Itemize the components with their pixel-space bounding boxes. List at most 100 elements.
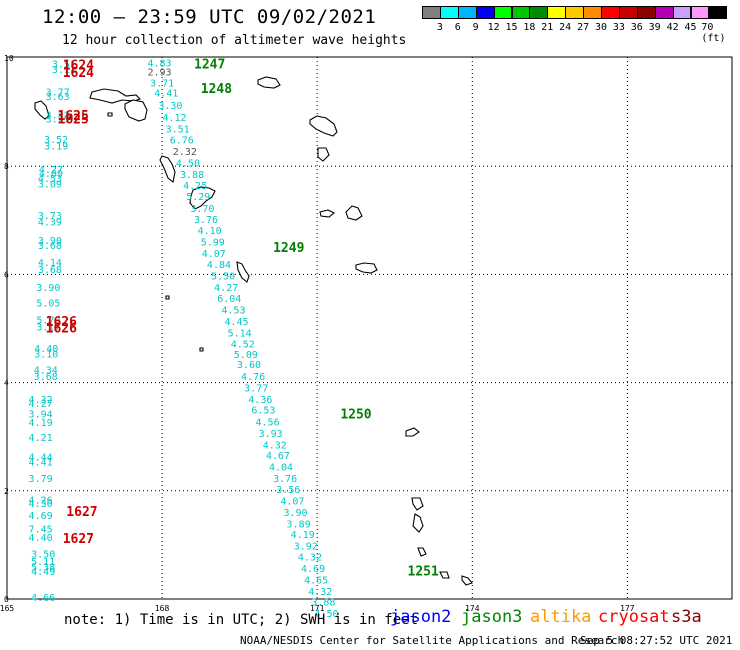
island-outline	[461, 575, 473, 586]
wave-height-value: 4.41	[154, 89, 178, 100]
pass-labels: 1624162416251625162616261627162712471248…	[46, 57, 439, 579]
island-outline	[199, 347, 204, 352]
island-outline	[159, 155, 176, 183]
island-outline	[417, 547, 427, 557]
wave-height-values: 3.513.113.773.633.323.253.523.194.274.09…	[29, 58, 339, 620]
x-tick-label: 168	[155, 604, 170, 613]
wave-height-value: 4.56	[256, 418, 280, 429]
legend-label: 33	[612, 22, 625, 33]
island-outline	[107, 112, 113, 117]
wave-height-value: 4.09	[39, 169, 63, 180]
wave-height-value: 4.39	[38, 217, 62, 228]
wave-height-value: 4.21	[29, 433, 53, 444]
wave-height-value: 3.71	[150, 78, 174, 89]
wave-height-value: 3.76	[194, 215, 218, 226]
wave-height-value: 4.27	[214, 283, 238, 294]
wave-height-value: 3.77	[244, 383, 268, 394]
legend-label: 70 (ft)	[701, 22, 726, 44]
island-outline	[236, 261, 250, 283]
axis-ticks: 165 168 171 174 177 0 2 4 6 8 10	[0, 54, 635, 613]
pass-number-label: 1251	[408, 564, 439, 579]
wave-height-value: 4.12	[162, 113, 186, 124]
legend-label: 45	[684, 22, 697, 33]
x-tick-label: 165	[0, 604, 14, 613]
wave-height-value: 3.89	[287, 519, 311, 530]
wave-height-value: 2.32	[173, 147, 197, 158]
wave-height-value: 5.11	[31, 557, 55, 568]
island-outline	[165, 295, 170, 300]
wave-height-value: 5.99	[201, 237, 225, 248]
wave-height-value: 4.65	[304, 576, 328, 587]
page-title: 12:00 – 23:59 UTC 09/02/2021	[42, 6, 377, 28]
map-frame	[6, 56, 733, 600]
wave-height-value: 4.41	[29, 458, 53, 469]
wave-height-value: 4.19	[29, 418, 53, 429]
island-outline	[345, 205, 363, 221]
units-note: note: 1) Time is in UTC; 2) SWH is in fe…	[64, 612, 419, 628]
wave-height-value: 3.63	[46, 92, 70, 103]
wave-height-value: 4.14	[38, 258, 62, 269]
footer-timestamp: Sep 5 08:27:52 UTC 2021	[580, 634, 733, 647]
island-outline	[411, 497, 424, 511]
wave-height-value: 4.27	[29, 399, 53, 410]
wave-height-value: 4.10	[198, 226, 222, 237]
pass-number-label: 1626	[46, 315, 77, 330]
wave-height-value: 3.68	[38, 241, 62, 252]
satellite-jason2: jason2	[390, 607, 452, 627]
wave-height-value: 3.70	[190, 204, 214, 215]
wave-height-value: 5.05	[36, 299, 60, 310]
pass-number-label: 1624	[63, 66, 94, 81]
pass-number-label: 1625	[58, 113, 89, 128]
wave-height-value: 4.53	[221, 306, 245, 317]
wave-height-value: 6.53	[251, 406, 275, 417]
pass-number-label: 1249	[273, 241, 304, 256]
wave-height-value: 4.36	[248, 395, 272, 406]
wave-height-value: 4.84	[207, 260, 231, 271]
wave-height-value: 4.32	[308, 587, 332, 598]
wave-height-value: 3.32	[46, 110, 70, 121]
wave-height-value: 5.70	[36, 315, 60, 326]
wave-height-value: 3.09	[38, 180, 62, 191]
wave-height-value: 4.69	[29, 511, 53, 522]
wave-height-value: 6.76	[170, 136, 194, 147]
wave-height-value: 3.60	[237, 360, 261, 371]
wave-height-value: 4.27	[39, 165, 63, 176]
y-tick-label: 6	[4, 270, 9, 279]
wave-height-value: 2.93	[147, 68, 171, 79]
wave-height-value: 4.40	[34, 344, 58, 355]
wave-height-value: 3.90	[38, 236, 62, 247]
wave-height-value: 3.76	[273, 474, 297, 485]
wave-height-value: 4.07	[202, 249, 226, 260]
pass-number-label: 1624	[63, 58, 94, 73]
wave-height-value: 5.38	[31, 563, 55, 574]
pass-number-label: 1250	[340, 407, 371, 422]
legend-label: 30	[594, 22, 608, 33]
x-tick-label: 174	[465, 604, 480, 613]
wave-height-value: 4.40	[29, 533, 53, 544]
pass-number-label: 1625	[58, 109, 89, 124]
pass-number-label: 1627	[66, 505, 97, 520]
wave-height-value: 4.32	[298, 552, 322, 563]
legend-label: 39	[648, 22, 661, 33]
pass-number-label: 1627	[63, 532, 94, 547]
legend-label: 15	[505, 22, 518, 33]
wave-height-value: 4.07	[280, 497, 304, 508]
wave-height-value: 4.32	[29, 395, 53, 406]
wave-height-value: 7.45	[29, 525, 53, 536]
island-outline	[439, 571, 450, 579]
satellite-s3a: s3a	[671, 607, 702, 627]
page-subtitle: 12 hour collection of altimeter wave hei…	[62, 33, 407, 48]
legend-label: 24	[559, 22, 572, 33]
wave-height-value: 4.45	[225, 317, 249, 328]
wave-height-value: 3.88	[311, 598, 335, 609]
x-tick-label: 177	[620, 604, 635, 613]
island-outline	[317, 147, 330, 162]
island-outline	[319, 209, 336, 218]
pass-number-label: 1247	[194, 57, 225, 72]
grid-lines	[7, 57, 732, 599]
wave-height-value: 3.90	[36, 283, 60, 294]
legend-label: 6	[454, 22, 461, 33]
wave-height-value: 4.76	[241, 372, 265, 383]
y-tick-label: 4	[4, 379, 9, 388]
